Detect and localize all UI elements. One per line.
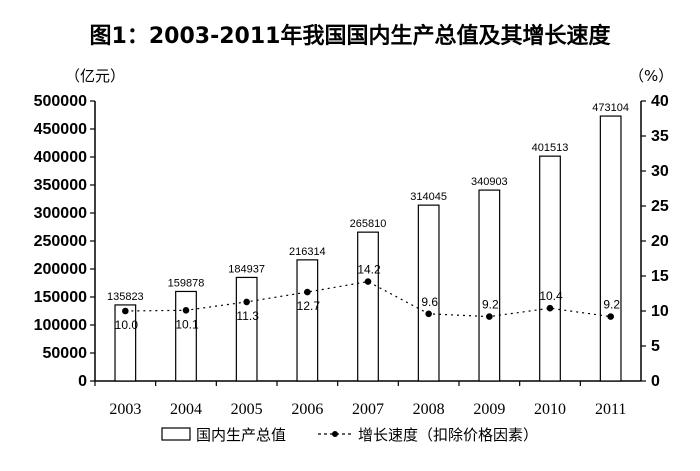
gdp-bar [539, 155, 561, 382]
gdp-bar-value-label: 216314 [289, 246, 326, 258]
plot-area: 5000004500004000003500003000002500002000… [34, 93, 669, 418]
growth-rate-point [364, 278, 372, 285]
legend-line-label: 增长速度（扣除价格因素） [358, 426, 538, 444]
x-tick-label: 2006 [291, 401, 323, 418]
left-tick-label: 50000 [43, 345, 88, 362]
gdp-bar [357, 231, 379, 382]
x-tick-label: 2011 [595, 401, 626, 418]
right-tick-label: 0 [651, 373, 660, 390]
gdp-bar [599, 115, 622, 382]
growth-rate-line [125, 280, 611, 318]
growth-rate-value-label: 9.2 [603, 298, 620, 312]
x-tick-label: 2005 [231, 401, 263, 418]
chart-title: 图1：2003-2011年我国国内生产总值及其增长速度 [90, 23, 612, 49]
growth-rate-point [304, 288, 311, 296]
gdp-bar-value-label: 184937 [228, 263, 265, 275]
legend-bar-swatch [161, 427, 191, 441]
left-tick-label: 300000 [34, 205, 87, 222]
left-tick-label: 100000 [34, 317, 87, 334]
growth-rate-point [607, 313, 614, 320]
right-tick-label: 40 [651, 93, 669, 110]
left-tick-label: 400000 [34, 149, 87, 166]
right-axis-unit: （%） [629, 67, 673, 85]
x-tick-label: 2007 [352, 401, 384, 418]
left-tick-label: 200000 [34, 261, 87, 278]
x-tick-label: 2009 [473, 401, 505, 418]
growth-rate-value-label: 10.1 [175, 317, 199, 331]
growth-rate-value-label: 10.0 [115, 318, 139, 332]
gdp-bar-value-label: 314045 [410, 191, 447, 203]
growth-rate-point [122, 307, 129, 315]
gdp-bar [175, 290, 197, 382]
gdp-bar-value-label: 265810 [350, 218, 387, 230]
growth-rate-value-label: 10.4 [539, 289, 563, 303]
gdp-bar-value-label: 159878 [168, 277, 205, 289]
right-tick-label: 5 [651, 338, 660, 355]
right-tick-label: 35 [651, 128, 669, 145]
growth-rate-value-label: 14.2 [357, 263, 381, 277]
left-tick-label: 500000 [34, 93, 87, 110]
left-axis-unit: （亿元） [65, 67, 125, 85]
growth-rate-value-label: 12.7 [297, 299, 321, 313]
growth-rate-value-label: 9.6 [421, 295, 438, 309]
growth-rate-point [486, 313, 493, 320]
left-tick-label: 450000 [34, 121, 87, 138]
x-tick-label: 2004 [170, 401, 202, 418]
growth-rate-point [425, 310, 432, 318]
gdp-bar [478, 189, 501, 382]
x-tick-label: 2008 [413, 401, 445, 418]
left-tick-label: 250000 [34, 233, 87, 250]
growth-rate-point [243, 298, 250, 306]
right-tick-label: 10 [651, 303, 669, 320]
gdp-bar-value-label: 401513 [532, 142, 569, 154]
x-tick-label: 2010 [534, 401, 566, 418]
gdp-bar-value-label: 135823 [107, 291, 144, 303]
left-tick-label: 0 [78, 373, 87, 390]
gdp-bar-value-label: 340903 [471, 176, 508, 188]
legend-line-marker [332, 431, 338, 437]
legend: 国内生产总值 增长速度（扣除价格因素） [161, 426, 538, 444]
growth-rate-value-label: 11.3 [236, 309, 259, 323]
gdp-bar [114, 304, 137, 382]
left-tick-label: 350000 [34, 177, 87, 194]
gdp-bar [235, 276, 258, 382]
gdp-bar [296, 259, 319, 382]
x-tick-label: 2003 [109, 401, 141, 418]
gdp-bar [417, 204, 440, 382]
right-tick-label: 15 [651, 268, 669, 285]
right-tick-label: 20 [651, 233, 669, 250]
left-tick-label: 150000 [34, 289, 87, 306]
growth-rate-value-label: 9.2 [482, 298, 499, 312]
right-tick-label: 25 [651, 198, 669, 215]
growth-rate-point [546, 304, 554, 312]
legend-bar-label: 国内生产总值 [196, 426, 286, 444]
right-tick-label: 30 [651, 163, 669, 180]
gdp-bar-value-label: 473104 [592, 102, 629, 114]
growth-rate-point [182, 307, 190, 314]
